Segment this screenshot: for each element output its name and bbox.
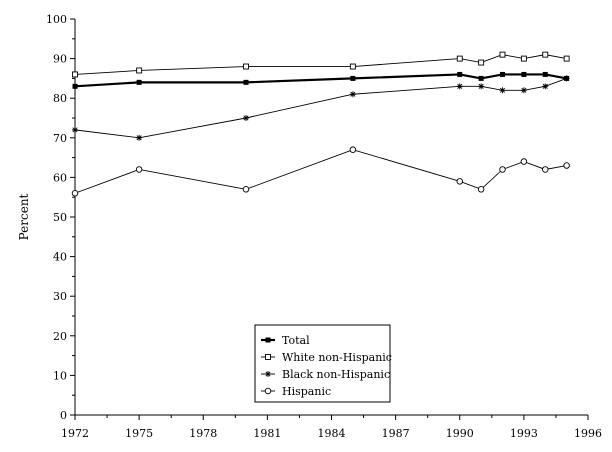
series-total — [72, 71, 570, 89]
data-point — [136, 79, 142, 85]
legend-label: White non-Hispanic — [282, 351, 392, 364]
data-point — [243, 79, 249, 85]
x-tick-label: 1984 — [318, 427, 346, 440]
series-line — [74, 73, 567, 88]
x-tick-label: 1972 — [61, 427, 89, 440]
series-line — [74, 149, 567, 194]
data-point — [542, 83, 549, 90]
series-line — [74, 77, 567, 139]
data-point — [478, 83, 485, 90]
data-point — [136, 67, 143, 74]
data-point — [456, 178, 464, 185]
data-point — [350, 75, 356, 81]
legend-item: Black non-Hispanic — [261, 368, 390, 381]
legend-swatch-marker — [265, 337, 271, 343]
y-tick-label: 100 — [46, 13, 67, 26]
data-point — [135, 166, 143, 173]
data-point — [542, 51, 549, 58]
y-tick-label: 50 — [53, 211, 67, 224]
data-point — [478, 75, 484, 81]
data-point — [520, 158, 528, 165]
legend-swatch-marker — [265, 354, 271, 360]
y-tick-label: 0 — [60, 409, 67, 422]
data-point — [72, 126, 78, 133]
data-point — [499, 51, 506, 58]
y-tick-label: 10 — [53, 369, 67, 382]
legend: Total White non-Hispanic Black non-Hispani… — [254, 324, 392, 403]
data-point — [349, 91, 356, 98]
axes: 0 10 20 30 40 50 60 70 80 90 100 1972 1975 1978 1981 19… — [17, 13, 602, 440]
data-point — [477, 186, 485, 193]
data-point — [520, 87, 527, 94]
x-tick-label: 1990 — [446, 427, 474, 440]
y-tick-label: 60 — [53, 171, 67, 184]
series-hispanic — [71, 146, 570, 197]
data-point — [349, 63, 356, 70]
data-point — [521, 71, 527, 77]
data-point — [499, 87, 506, 94]
data-point — [520, 55, 527, 62]
data-point — [542, 71, 548, 77]
data-point — [72, 71, 78, 78]
data-point — [478, 59, 485, 66]
legend-label: Black non-Hispanic — [282, 368, 390, 381]
y-axis-title: Percent — [17, 193, 31, 240]
series-layer — [71, 51, 570, 197]
y-tick-label: 30 — [53, 290, 67, 303]
data-point — [542, 166, 549, 173]
x-tick-label: 1996 — [574, 427, 602, 440]
data-point — [349, 146, 357, 153]
x-tick-label: 1993 — [510, 427, 538, 440]
legend-box — [254, 324, 391, 403]
data-point — [563, 162, 570, 169]
data-point — [243, 63, 249, 70]
series-white-non-hispanic — [72, 51, 570, 78]
data-point — [136, 134, 143, 141]
x-tick-label: 1978 — [189, 427, 217, 440]
data-point — [456, 55, 463, 62]
y-tick-label: 90 — [53, 53, 67, 66]
series-black-non-hispanic — [72, 75, 570, 141]
legend-item: White non-Hispanic — [261, 351, 392, 364]
data-point — [457, 71, 463, 77]
data-point — [242, 186, 250, 193]
y-tick-label: 70 — [53, 132, 67, 145]
legend-swatch-marker — [264, 387, 272, 395]
legend-item: Hispanic — [261, 385, 331, 398]
y-tick-label: 40 — [53, 251, 67, 264]
legend-swatch-marker — [265, 371, 271, 377]
x-tick-label: 1975 — [125, 427, 153, 440]
data-point — [72, 83, 78, 89]
legend-item: Total — [261, 334, 310, 347]
data-point — [499, 166, 506, 173]
data-point — [243, 115, 249, 121]
y-tick-label: 80 — [53, 92, 67, 105]
legend-label: Total — [282, 334, 310, 347]
data-point — [71, 189, 79, 197]
data-point — [563, 75, 570, 82]
y-tick-label: 20 — [53, 330, 67, 343]
data-point — [500, 71, 505, 77]
x-tick-label: 1987 — [382, 427, 410, 440]
series-line — [74, 54, 567, 75]
data-point — [563, 55, 570, 62]
x-tick-label: 1981 — [253, 427, 281, 440]
data-point — [456, 83, 463, 90]
legend-label: Hispanic — [282, 385, 331, 398]
